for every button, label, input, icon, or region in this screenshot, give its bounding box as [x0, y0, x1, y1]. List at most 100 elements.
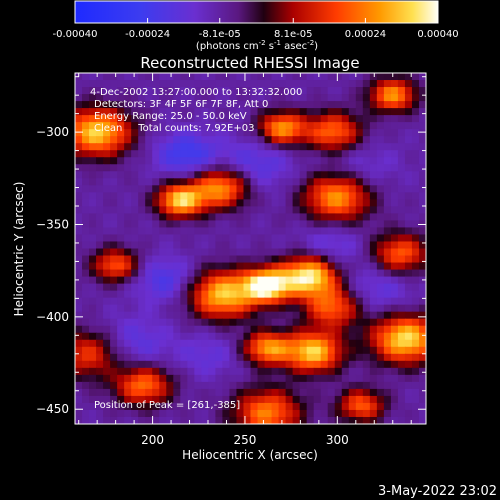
heatmap-cell: [82, 185, 90, 193]
heatmap-cell: [96, 136, 104, 144]
heatmap-cell: [166, 213, 174, 222]
heatmap-cell: [397, 402, 406, 411]
heatmap-cell: [369, 262, 378, 271]
heatmap-cell: [404, 94, 413, 102]
heatmap-cell: [334, 122, 343, 130]
heatmap-cell: [418, 164, 426, 172]
heatmap-cell: [299, 297, 308, 306]
heatmap-cell: [278, 185, 287, 193]
heatmap-cell: [138, 248, 146, 257]
heatmap-cell: [166, 297, 174, 306]
heatmap-cell: [320, 150, 329, 158]
heatmap-cell: [320, 360, 329, 369]
heatmap-cell: [215, 374, 224, 383]
heatmap-cell: [362, 255, 371, 264]
heatmap-cell: [96, 297, 104, 306]
heatmap-cell: [271, 339, 280, 348]
heatmap-cell: [383, 108, 392, 116]
heatmap-cell: [152, 381, 160, 390]
heatmap-cell: [131, 402, 139, 411]
heatmap-cell: [145, 297, 153, 306]
heatmap-cell: [229, 339, 238, 348]
heatmap-cell: [404, 353, 413, 362]
heatmap-cell: [194, 129, 202, 137]
heatmap-cell: [124, 199, 132, 207]
heatmap-cell: [89, 353, 97, 362]
heatmap-cell: [173, 381, 181, 390]
heatmap-cell: [306, 227, 315, 236]
heatmap-cell: [187, 108, 195, 116]
heatmap-cell: [103, 164, 111, 172]
heatmap-cell: [271, 80, 280, 88]
heatmap-cell: [292, 185, 301, 193]
heatmap-cell: [306, 346, 315, 355]
heatmap-cell: [348, 339, 357, 348]
heatmap-cell: [215, 206, 224, 214]
heatmap-cell: [271, 241, 280, 250]
heatmap-cell: [418, 402, 426, 411]
heatmap-cell: [320, 73, 329, 81]
heatmap-cell: [152, 213, 160, 222]
heatmap-cell: [166, 332, 174, 341]
heatmap-cell: [201, 360, 209, 369]
heatmap-cell: [243, 185, 252, 193]
heatmap-cell: [292, 290, 301, 299]
heatmap-cell: [208, 115, 216, 123]
heatmap-cell: [89, 171, 97, 179]
heatmap-cell: [292, 129, 301, 137]
heatmap-cell: [166, 402, 174, 411]
heatmap-cell: [124, 108, 132, 116]
heatmap-cell: [124, 304, 132, 313]
heatmap-cell: [390, 297, 399, 306]
heatmap-cell: [222, 164, 231, 172]
heatmap-cell: [299, 346, 308, 355]
heatmap-cell: [194, 416, 202, 424]
heatmap-cell: [201, 276, 209, 285]
heatmap-cell: [236, 122, 245, 130]
heatmap-cell: [103, 353, 111, 362]
heatmap-cell: [166, 276, 174, 285]
heatmap-cell: [327, 402, 336, 411]
heatmap-cell: [103, 129, 111, 137]
heatmap-cell: [397, 157, 406, 165]
heatmap-cell: [376, 73, 385, 81]
heatmap-cell: [180, 143, 188, 151]
heatmap-cell: [264, 80, 273, 88]
heatmap-cell: [278, 80, 287, 88]
heatmap-cell: [201, 339, 209, 348]
heatmap-cell: [271, 297, 280, 306]
heatmap-cell: [264, 325, 273, 334]
heatmap-cell: [236, 297, 245, 306]
heatmap-cell: [376, 367, 385, 376]
heatmap-cell: [117, 297, 125, 306]
heatmap-cell: [117, 241, 125, 250]
heatmap-cell: [264, 143, 273, 151]
heatmap-cell: [369, 213, 378, 222]
heatmap-cell: [159, 206, 167, 214]
heatmap-cell: [299, 157, 308, 165]
heatmap-cell: [229, 388, 238, 397]
heatmap-cell: [341, 115, 350, 123]
heatmap-cell: [306, 87, 315, 95]
heatmap-cell: [243, 325, 252, 334]
heatmap-cell: [229, 416, 238, 424]
heatmap-cell: [299, 150, 308, 158]
heatmap-cell: [117, 367, 125, 376]
heatmap-cell: [383, 213, 392, 222]
heatmap-cell: [362, 395, 371, 404]
heatmap-cell: [334, 409, 343, 418]
heatmap-cell: [250, 73, 259, 81]
heatmap-cell: [390, 248, 399, 257]
heatmap-cell: [152, 164, 160, 172]
heatmap-cell: [362, 136, 371, 144]
heatmap-cell: [96, 178, 104, 186]
heatmap-cell: [369, 171, 378, 179]
heatmap-cell: [285, 374, 294, 383]
heatmap-cell: [383, 199, 392, 207]
heatmap-cell: [138, 416, 146, 424]
heatmap-cell: [173, 325, 181, 334]
heatmap-cell: [271, 171, 280, 179]
heatmap-cell: [285, 157, 294, 165]
heatmap-cell: [411, 346, 420, 355]
heatmap-cell: [89, 416, 97, 424]
